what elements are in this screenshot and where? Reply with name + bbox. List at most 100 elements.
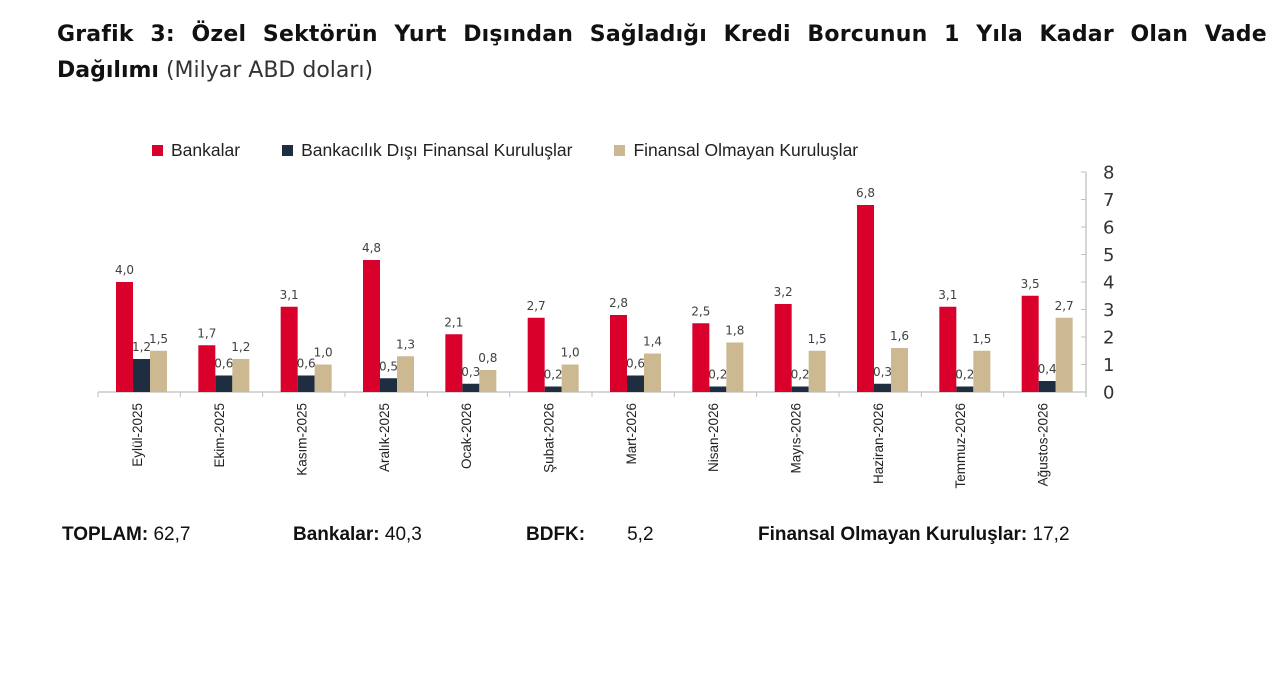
bar-value-label: 0,3 (461, 365, 480, 379)
title-word: Kredi (723, 22, 791, 47)
total-bdfk: BDFK: 5,2 (526, 524, 654, 545)
legend-label: Bankacılık Dışı Finansal Kuruluşlar (301, 140, 573, 160)
x-category-label: Eylül-2025 (130, 403, 145, 467)
x-category-label: Temmuz-2026 (953, 403, 968, 489)
y-tick-label: 1 (1103, 355, 1114, 376)
title-word: Sağladığı (589, 22, 708, 47)
bar-value-label: 1,8 (725, 324, 744, 338)
title-word: 3: (150, 22, 175, 47)
title-word: Özel (191, 22, 247, 47)
bar-value-label: 4,8 (362, 241, 381, 255)
bar (363, 260, 380, 392)
bar-value-label: 1,5 (972, 332, 991, 346)
bar-value-label: 0,6 (214, 357, 233, 371)
x-category-label: Ağustos-2026 (1036, 403, 1051, 486)
bar-value-label: 2,7 (527, 299, 546, 313)
bar (561, 364, 579, 392)
bar-value-label: 6,8 (856, 186, 875, 200)
chart-title-unit: (Milyar ABD doları) (165, 58, 374, 83)
bar (726, 342, 744, 392)
total-toplam: TOPLAM: 62,7 (62, 524, 191, 545)
title-word: Grafik (57, 22, 134, 47)
legend-label: Finansal Olmayan Kuruluşlar (633, 140, 859, 160)
y-tick-label: 0 (1103, 383, 1114, 404)
title-word: Borcunun (807, 22, 928, 47)
bar-value-label: 0,2 (544, 368, 563, 382)
total-finansal-olmayan: Finansal Olmayan Kuruluşlar: 17,2 (758, 524, 1070, 545)
y-tick-label: 5 (1103, 245, 1114, 266)
title-word: Olan (1130, 22, 1189, 47)
bar-value-label: 1,5 (808, 332, 827, 346)
bar (297, 375, 315, 392)
bar-value-label: 1,2 (231, 340, 250, 354)
legend-swatch-icon (152, 145, 163, 156)
chart-legend: Bankalar Bankacılık Dışı Finansal Kuruluş… (152, 140, 900, 161)
title-word: Yıla (976, 22, 1023, 47)
bar (791, 386, 809, 392)
legend-swatch-icon (614, 145, 626, 156)
bar-value-label: 3,5 (1021, 277, 1040, 291)
bar (774, 304, 792, 392)
y-tick-label: 4 (1103, 273, 1114, 294)
bar (314, 364, 332, 392)
x-category-label: Haziran-2026 (871, 403, 886, 484)
bar (1055, 317, 1073, 392)
bar (610, 315, 627, 392)
y-tick-label: 2 (1103, 328, 1114, 349)
bar (232, 359, 250, 392)
bar-value-label: 0,2 (708, 368, 727, 382)
legend-item: Bankalar (152, 140, 240, 161)
chart-title: Grafik 3: Özel Sektörün Yurt Dışından Sağladığ… (57, 17, 1267, 89)
legend-item: Finansal Olmayan Kuruluşlar (614, 140, 858, 161)
bar (133, 359, 150, 392)
bar-value-label: 2,8 (609, 296, 628, 310)
bar-value-label: 0,5 (379, 359, 398, 373)
chart-title-bold: Dağılımı (57, 58, 159, 83)
bar (215, 375, 233, 392)
x-category-label: Nisan-2026 (706, 403, 721, 472)
bar (627, 375, 644, 392)
bar-value-label: 0,2 (955, 368, 974, 382)
x-category-label: Aralık-2025 (377, 403, 392, 472)
legend-swatch-icon (282, 145, 294, 156)
bar-value-label: 1,5 (149, 332, 168, 346)
bar-value-label: 3,1 (280, 288, 299, 302)
bar-value-label: 2,7 (1055, 299, 1074, 313)
bar (445, 334, 463, 392)
legend-label: Bankalar (171, 140, 241, 160)
bar-value-label: 0,2 (791, 368, 810, 382)
chart-title-line2: Dağılımı (Milyar ABD doları) (57, 53, 1267, 89)
title-word: Kadar (1039, 22, 1114, 47)
y-tick-label: 7 (1103, 190, 1114, 211)
bar (116, 282, 133, 392)
bar-value-label: 3,2 (774, 285, 793, 299)
title-word: 1 (944, 22, 960, 47)
bar (709, 386, 727, 392)
bar (479, 370, 497, 392)
bar (857, 205, 874, 392)
bar-value-label: 4,0 (115, 263, 134, 277)
x-category-label: Ocak-2026 (459, 403, 474, 469)
bar (150, 350, 167, 392)
title-word: Vade (1204, 22, 1267, 47)
x-category-label: Mayıs-2026 (789, 403, 804, 474)
bar (1038, 381, 1056, 392)
x-category-label: Şubat-2026 (542, 403, 557, 473)
title-word: Sektörün (262, 22, 378, 47)
chart-title-line1: Grafik 3: Özel Sektörün Yurt Dışından Sağladığ… (57, 17, 1267, 53)
bar (397, 356, 414, 392)
bar (380, 378, 397, 392)
bar-value-label: 1,6 (890, 329, 909, 343)
bar (544, 386, 562, 392)
bar (692, 323, 710, 392)
bar-value-label: 0,6 (297, 357, 316, 371)
bar (1021, 295, 1039, 392)
bar (462, 383, 480, 392)
x-category-label: Ekim-2025 (212, 403, 227, 468)
bar-value-label: 1,7 (197, 326, 216, 340)
bar-value-label: 1,3 (396, 337, 415, 351)
y-tick-label: 3 (1103, 300, 1114, 321)
bar (939, 306, 957, 392)
bar-value-label: 2,5 (691, 304, 710, 318)
